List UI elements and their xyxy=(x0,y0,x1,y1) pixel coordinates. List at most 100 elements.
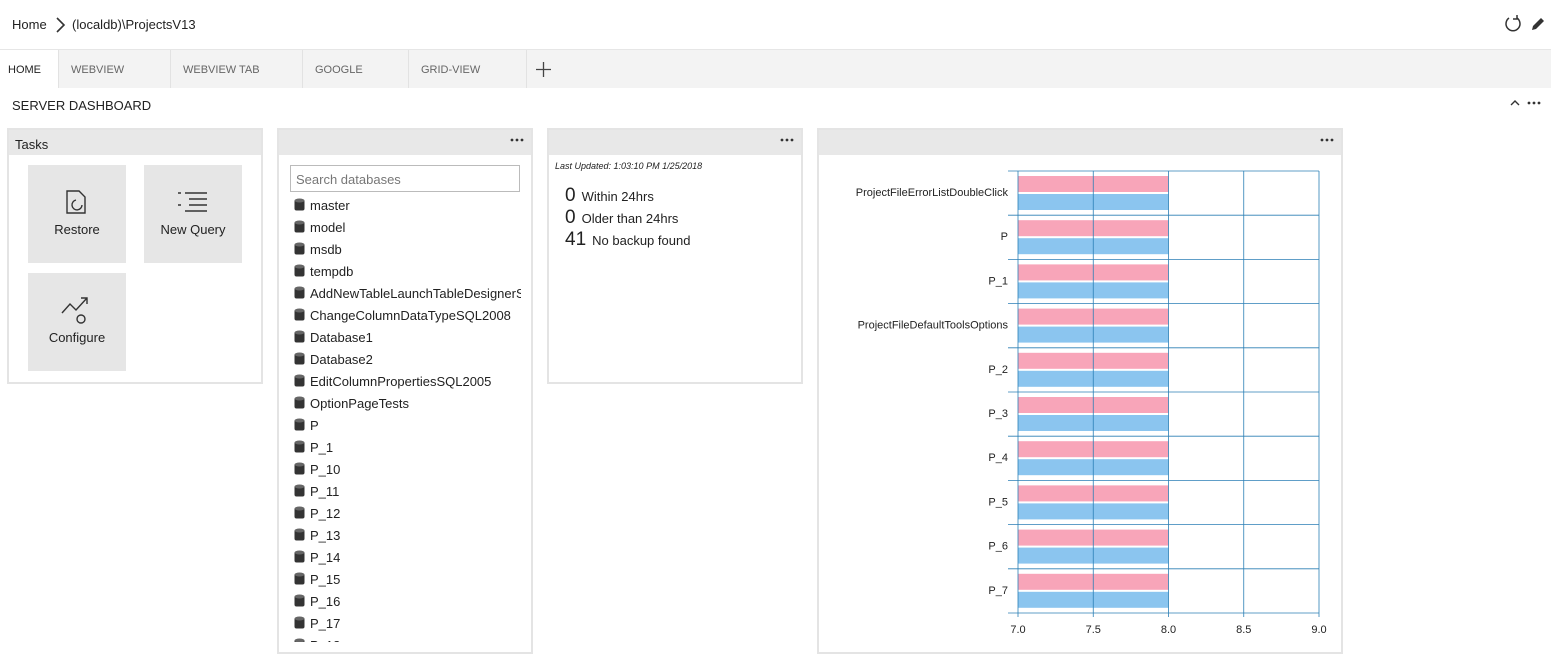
database-item[interactable]: Database2 xyxy=(291,348,521,370)
task-tile[interactable]: New Query xyxy=(144,165,242,263)
breadcrumb-separator xyxy=(56,17,66,33)
database-item[interactable]: P xyxy=(291,414,521,436)
refresh-icon[interactable] xyxy=(1503,14,1523,34)
database-item[interactable]: Database1 xyxy=(291,326,521,348)
database-name: P_1 xyxy=(310,440,334,455)
database-icon xyxy=(294,198,305,211)
widget-menu[interactable] xyxy=(510,138,524,142)
database-item[interactable]: P_12 xyxy=(291,502,521,524)
database-name: P_12 xyxy=(310,506,341,521)
chart-widget xyxy=(817,128,1343,654)
search-databases[interactable]: Search databases xyxy=(290,165,520,192)
widget-header xyxy=(819,130,1341,155)
database-item[interactable]: P_18 xyxy=(291,634,521,642)
last-updated: Last Updated: 1:03:10 PM 1/25/2018 xyxy=(555,161,703,171)
menu-dot xyxy=(520,138,524,142)
backup-count: 0 xyxy=(565,207,576,228)
x-tick-label: 9.0 xyxy=(1311,624,1326,636)
database-item[interactable]: EditColumnPropertiesSQL2005 xyxy=(291,370,521,392)
database-item[interactable]: tempdb xyxy=(291,260,521,282)
backup-row: 41 No backup found xyxy=(565,229,690,251)
x-tick-label: 7.5 xyxy=(1086,624,1101,636)
task-label: New Query xyxy=(160,222,226,237)
y-tick-label: P_3 xyxy=(988,408,1008,420)
backup-label: Within 24hrs xyxy=(581,189,654,204)
backup-row: 0 Older than 24hrs xyxy=(565,207,678,229)
database-name: Database1 xyxy=(310,330,373,345)
task-tile[interactable]: Configure xyxy=(28,273,126,371)
tab[interactable]: WEBVIEW xyxy=(59,50,171,88)
add-tab-icon[interactable] xyxy=(535,61,552,78)
menu-dot xyxy=(1320,138,1324,142)
database-item[interactable]: master xyxy=(291,194,521,216)
widget-title: Tasks xyxy=(15,137,49,152)
database-item[interactable]: P_11 xyxy=(291,480,521,502)
database-name: P xyxy=(310,418,319,433)
database-icon xyxy=(294,330,305,343)
tab[interactable]: GRID-VIEW xyxy=(409,50,527,88)
database-item[interactable]: msdb xyxy=(291,238,521,260)
menu-dot xyxy=(515,138,519,142)
x-tick-label: 8.5 xyxy=(1236,624,1251,636)
database-item[interactable]: P_15 xyxy=(291,568,521,590)
edit-icon[interactable] xyxy=(1529,15,1547,33)
new-query-icon xyxy=(178,192,207,212)
y-tick-label: P_5 xyxy=(988,496,1008,508)
database-icon xyxy=(294,374,305,387)
database-item[interactable]: P_17 xyxy=(291,612,521,634)
widget-header xyxy=(279,130,531,155)
menu-dot xyxy=(510,138,514,142)
database-name: model xyxy=(310,220,346,235)
database-name: AddNewTableLaunchTableDesignerS xyxy=(310,286,521,301)
database-icon xyxy=(294,286,305,299)
backup-count: 0 xyxy=(565,185,576,206)
widget-menu[interactable] xyxy=(1320,138,1334,142)
dashboard-title: SERVER DASHBOARD xyxy=(12,98,152,113)
y-tick-label: P_2 xyxy=(988,364,1008,376)
database-icon xyxy=(294,418,305,431)
restore-icon xyxy=(66,190,86,214)
task-label: Configure xyxy=(48,330,106,345)
database-item[interactable]: OptionPageTests xyxy=(291,392,521,414)
y-tick-label: P_1 xyxy=(988,275,1008,287)
database-item[interactable]: P_14 xyxy=(291,546,521,568)
database-item[interactable]: P_1 xyxy=(291,436,521,458)
database-name: P_16 xyxy=(310,594,341,609)
databases-widget: Search databases master model msdb tempdb Ad… xyxy=(277,128,533,654)
tab[interactable]: GOOGLE xyxy=(303,50,409,88)
database-item[interactable]: ChangeColumnDataTypeSQL2008 xyxy=(291,304,521,326)
y-tick-label: P xyxy=(1001,231,1008,243)
task-tile[interactable]: Restore xyxy=(28,165,126,263)
dashboard-controls[interactable] xyxy=(1508,96,1544,110)
widget-header: Tasks xyxy=(9,130,261,155)
x-tick-label: 8.0 xyxy=(1161,624,1176,636)
database-icon xyxy=(294,440,305,453)
breadcrumb-server[interactable]: (localdb)\ProjectsV13 xyxy=(72,17,196,32)
widget-menu[interactable] xyxy=(780,138,794,142)
breadcrumb-home[interactable]: Home xyxy=(12,17,47,32)
menu-dot xyxy=(1330,138,1334,142)
database-item[interactable]: P_16 xyxy=(291,590,521,612)
tab[interactable]: HOME xyxy=(0,50,59,88)
database-item[interactable]: model xyxy=(291,216,521,238)
database-item[interactable]: AddNewTableLaunchTableDesignerS xyxy=(291,282,521,304)
database-icon xyxy=(294,594,305,607)
database-icon xyxy=(294,308,305,321)
database-name: P_13 xyxy=(310,528,341,543)
menu-dot xyxy=(1325,138,1329,142)
database-item[interactable]: P_10 xyxy=(291,458,521,480)
menu-dot xyxy=(780,138,784,142)
database-name: P_11 xyxy=(310,484,340,499)
backup-count: 41 xyxy=(565,229,587,250)
backup-row: 0 Within 24hrs xyxy=(565,185,654,207)
database-name: P_15 xyxy=(310,572,341,587)
database-icon xyxy=(294,638,305,642)
database-icon xyxy=(294,264,305,277)
database-item[interactable]: P_13 xyxy=(291,524,521,546)
tab[interactable]: WEBVIEW TAB xyxy=(171,50,303,88)
database-name: Database2 xyxy=(310,352,373,367)
y-tick-label: P_7 xyxy=(988,585,1008,597)
y-tick-label: P_6 xyxy=(988,541,1008,553)
